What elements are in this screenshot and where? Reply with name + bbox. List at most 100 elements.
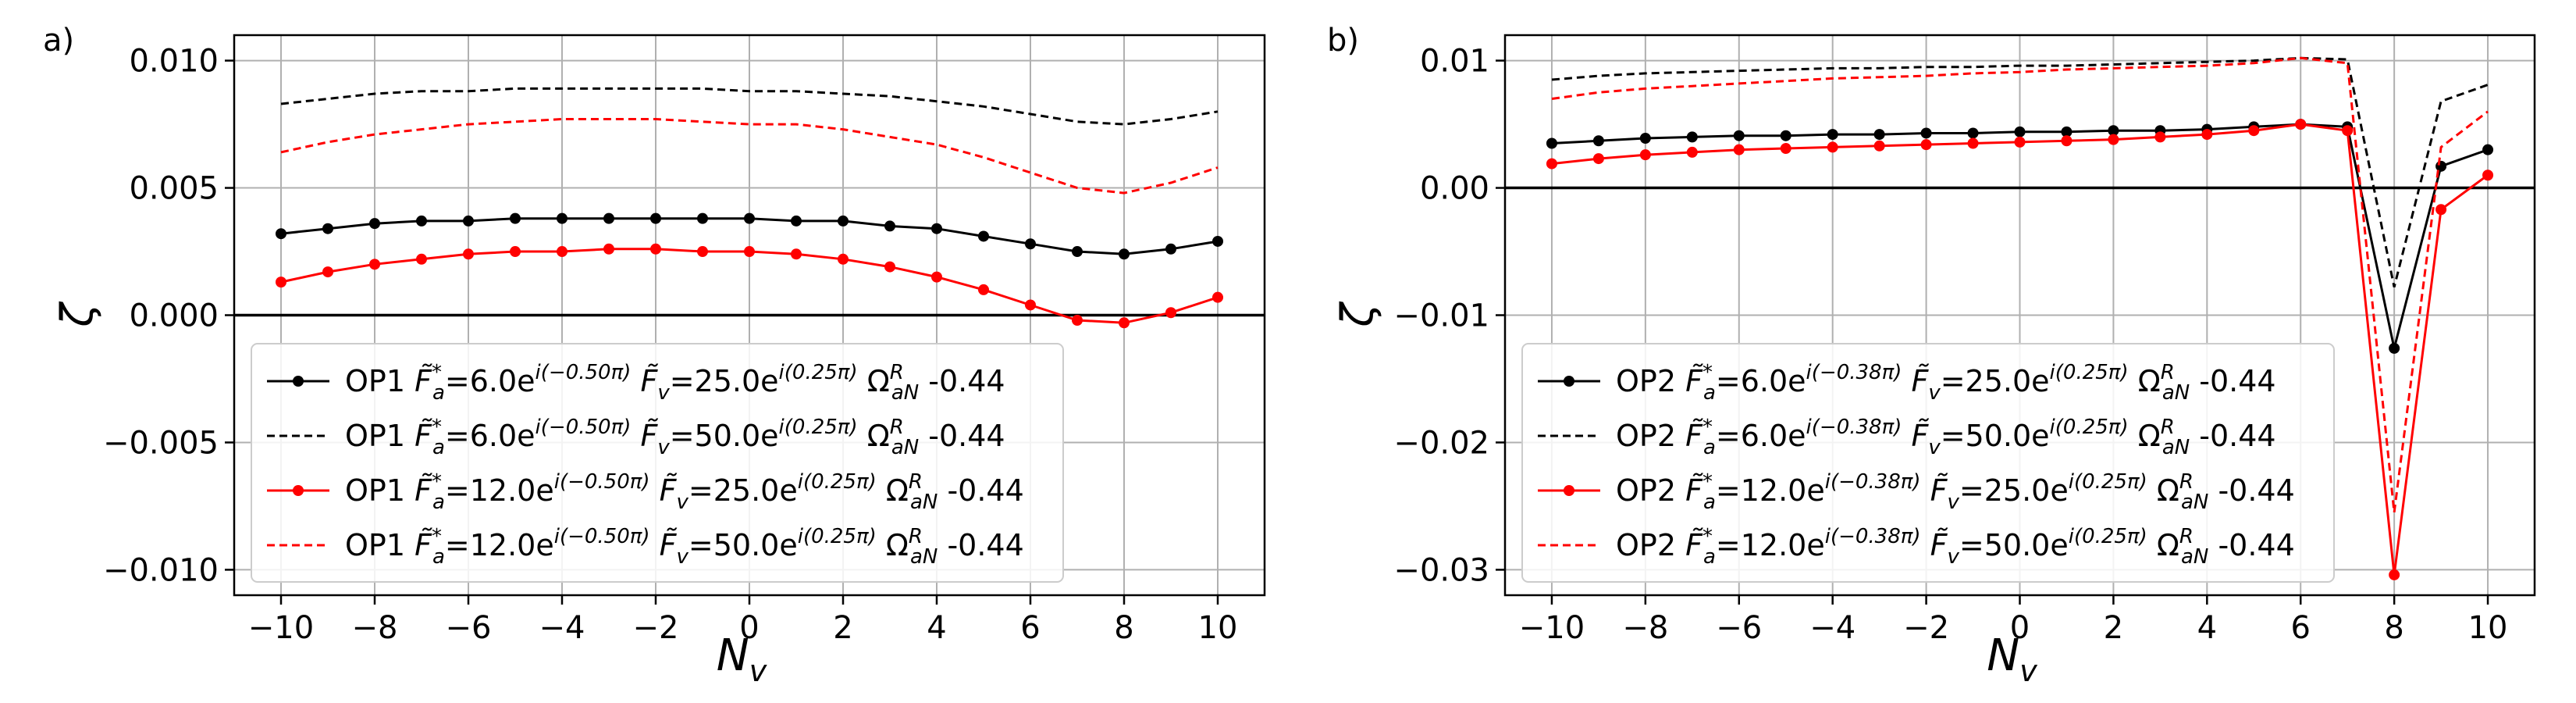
data-point — [1072, 246, 1083, 258]
data-point — [2435, 204, 2447, 216]
x-tick-label: 0 — [2010, 610, 2030, 646]
x-tick-label: 6 — [2291, 610, 2311, 646]
x-axis-label: Nv — [717, 630, 767, 688]
data-point — [697, 212, 708, 224]
legend-entry: OP2 F̃* a=12.0ei(−0.38π) F̃v=50.0ei(0.25π… — [1538, 525, 2295, 569]
x-tick-label: 10 — [2468, 610, 2508, 646]
y-axis-label: ζ — [1332, 301, 1383, 328]
legend-entry: OP2 F̃* a=12.0ei(−0.38π) F̃v=25.0ei(0.25π… — [1538, 470, 2295, 514]
data-point — [1639, 132, 1651, 144]
legend-marker — [1564, 485, 1574, 496]
data-point — [510, 246, 521, 258]
panel-label: a) — [43, 23, 74, 59]
data-point — [650, 212, 661, 224]
legend: OP2 F̃* a=6.0ei(−0.38π) F̃v=25.0ei(0.25π)… — [1521, 343, 2335, 583]
x-tick-label: −10 — [248, 610, 314, 646]
panel-label: b) — [1327, 23, 1359, 59]
series-4 — [1551, 56, 2489, 513]
data-point — [1592, 153, 1604, 165]
data-point — [2482, 170, 2494, 181]
data-point — [1920, 139, 1932, 151]
data-point — [2154, 131, 2166, 143]
data-point — [1592, 135, 1604, 147]
data-point — [884, 261, 895, 273]
y-tick-label: 0.000 — [129, 298, 219, 334]
data-point — [1686, 146, 1698, 158]
data-point — [369, 218, 380, 230]
data-point — [603, 212, 614, 224]
y-tick-label: 0.005 — [129, 171, 219, 207]
data-point — [416, 253, 427, 265]
data-point — [2342, 125, 2354, 137]
legend-label: OP1 F̃* a=12.0ei(−0.50π) F̃v=25.0ei(0.25π… — [345, 470, 1024, 514]
series-3 — [276, 243, 1223, 329]
x-tick-label: 10 — [1198, 610, 1238, 646]
data-point — [791, 248, 802, 260]
x-tick-label: −2 — [1903, 610, 1949, 646]
data-point — [744, 212, 755, 224]
data-point — [1873, 129, 1885, 141]
panel-b: b) −10 −8 −6 −4 −2 0 2 4 6 8 10 0.01 0.00 −0.01 −0.02 −0… — [1327, 23, 2536, 688]
x-tick-label: 4 — [2197, 610, 2217, 646]
data-point — [838, 215, 849, 227]
legend-label: OP2 F̃* a=12.0ei(−0.38π) F̃v=50.0ei(0.25π… — [1616, 525, 2295, 569]
data-point — [1119, 248, 1130, 260]
data-point — [322, 223, 333, 234]
y-tick-label: −0.010 — [103, 552, 219, 588]
x-tick-label: −2 — [633, 610, 679, 646]
x-tick-label: −4 — [539, 610, 585, 646]
series-2 — [280, 87, 1219, 126]
data-point — [1165, 307, 1176, 319]
data-point — [416, 215, 427, 227]
data-point — [1733, 130, 1745, 141]
series-line — [280, 87, 1219, 126]
series-4 — [280, 118, 1219, 194]
legend: OP1 F̃* a=6.0ei(−0.50π) F̃v=25.0ei(0.25π)… — [251, 343, 1064, 583]
data-point — [2061, 135, 2073, 147]
data-point — [1780, 143, 1791, 155]
data-point — [1873, 140, 1885, 152]
legend-marker — [293, 485, 304, 496]
data-point — [978, 230, 989, 242]
y-tick-label: −0.02 — [1393, 425, 1489, 461]
legend-entry: OP1 F̃* a=6.0ei(−0.50π) F̃v=25.0ei(0.25π)… — [267, 361, 1005, 405]
data-point — [557, 246, 568, 258]
data-point — [2014, 126, 2026, 137]
data-point — [463, 248, 474, 260]
x-tick-label: 6 — [1020, 610, 1040, 646]
data-point — [1827, 129, 1838, 141]
data-point — [931, 223, 942, 234]
data-point — [1546, 137, 1557, 149]
series-1 — [276, 212, 1223, 260]
data-point — [1212, 235, 1223, 247]
data-point — [2248, 125, 2260, 137]
x-tick-label: −6 — [1716, 610, 1762, 646]
data-point — [744, 246, 755, 258]
x-tick-label: −10 — [1519, 610, 1585, 646]
data-point — [1025, 299, 1036, 311]
data-point — [276, 228, 286, 240]
series-line — [1551, 56, 2489, 287]
data-point — [463, 215, 474, 227]
panel-a: a) −10 −8 −6 −4 −2 0 2 4 6 8 10 0.010 0.005 0.000 −0.00… — [43, 23, 1266, 688]
data-point — [791, 215, 802, 227]
data-point — [697, 246, 708, 258]
data-point — [931, 271, 942, 283]
data-point — [276, 277, 286, 288]
x-tick-label: −6 — [446, 610, 492, 646]
x-tick-label: 4 — [927, 610, 946, 646]
legend-label: OP2 F̃* a=6.0ei(−0.38π) F̃v=25.0ei(0.25π)… — [1616, 361, 2276, 405]
y-tick-label: 0.00 — [1420, 171, 1489, 207]
series-2 — [1551, 56, 2489, 287]
data-point — [2108, 125, 2119, 137]
legend-box — [1521, 343, 2335, 583]
data-point — [322, 266, 333, 278]
data-point — [2389, 342, 2400, 354]
data-point — [2482, 144, 2494, 155]
y-tick-label: −0.03 — [1393, 552, 1489, 588]
x-tick-label: 2 — [833, 610, 852, 646]
legend-box — [251, 343, 1064, 583]
legend-marker — [293, 376, 304, 387]
y-tick-label: −0.005 — [103, 425, 219, 461]
